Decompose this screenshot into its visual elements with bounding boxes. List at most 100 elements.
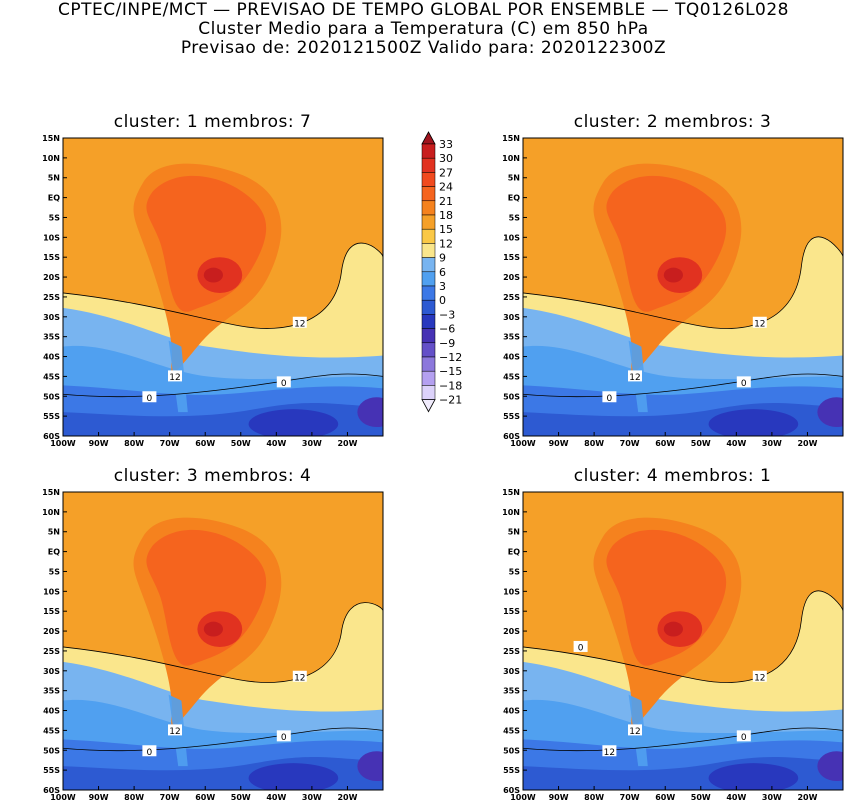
lon-tick-label: 20W bbox=[337, 793, 357, 801]
colorbar-level-label: −15 bbox=[439, 365, 462, 378]
lat-tick-label: 5N bbox=[508, 174, 520, 183]
contour-lines bbox=[522, 590, 844, 752]
map-plot-area: 12 12 0 0 15N 10N 5N EQ 5S 10S 15S 20S 25S 30S 35S 40S 4… bbox=[42, 488, 384, 802]
lon-tick-label: 40W bbox=[726, 439, 746, 447]
lon-tick-label: 50W bbox=[691, 793, 711, 801]
contour-lines bbox=[62, 602, 384, 752]
lat-tick-label: 45S bbox=[503, 726, 520, 735]
lat-tick-label: 5N bbox=[48, 528, 60, 537]
contour-label: 0 bbox=[602, 391, 617, 404]
colorbar-level-label: 21 bbox=[439, 195, 453, 208]
lat-tick-label: 45S bbox=[43, 726, 60, 735]
lat-tick-label: 45S bbox=[503, 372, 520, 381]
lon-tick-label: 30W bbox=[302, 793, 322, 801]
svg-text:12: 12 bbox=[629, 373, 640, 383]
map-plot-area: 12 12 0 0 15N 10N 5N EQ 5S 10S 15S 20S 25S 30S 35S 40S 4… bbox=[42, 134, 384, 448]
lon-tick-label: 100W bbox=[50, 439, 76, 447]
colorbar-swatch bbox=[421, 172, 436, 187]
lon-tick-label: 80W bbox=[584, 793, 604, 801]
colorbar-level-label: 12 bbox=[439, 237, 453, 250]
lon-tick-label: 40W bbox=[266, 439, 286, 447]
colorbar-level-label: 33 bbox=[439, 138, 453, 151]
map-panel-cluster-1: cluster: 1 membros: 7 12 12 0 0 15N 10N 5N EQ 5S… bbox=[30, 112, 395, 448]
contour-label: 12 bbox=[602, 745, 617, 758]
map-frame bbox=[62, 491, 384, 791]
lat-tick-label: 10S bbox=[503, 587, 520, 596]
lat-tick-label: 50S bbox=[43, 746, 60, 755]
colorbar-swatch bbox=[421, 243, 436, 258]
lat-tick-label: 40S bbox=[43, 353, 60, 362]
lat-tick-label: 25S bbox=[503, 647, 520, 656]
colorbar-swatch bbox=[421, 200, 436, 216]
lat-tick-label: 25S bbox=[503, 293, 520, 302]
lon-tick-label: 20W bbox=[797, 439, 817, 447]
svg-text:12: 12 bbox=[294, 319, 305, 329]
svg-text:12: 12 bbox=[169, 373, 180, 383]
lat-tick-label: 20S bbox=[503, 627, 520, 636]
lat-tick-label: 55S bbox=[503, 412, 520, 421]
lon-tick-label: 80W bbox=[124, 793, 144, 801]
colorbar-level-label: −6 bbox=[439, 323, 455, 336]
lat-tick-label: 50S bbox=[43, 392, 60, 401]
contour-label: 0 bbox=[736, 730, 751, 743]
lon-tick-label: 30W bbox=[302, 439, 322, 447]
map-frame bbox=[522, 491, 844, 791]
lon-tick-label: 40W bbox=[266, 793, 286, 801]
lon-tick-label: 80W bbox=[124, 439, 144, 447]
lon-tick-label: 70W bbox=[160, 439, 180, 447]
contour-label: 12 bbox=[168, 724, 182, 737]
contour-label: 12 bbox=[752, 316, 767, 329]
temperature-map: 12 12 0 0 15N 10N 5N EQ 5S 10S 15S 20S 25S 30S 35S 40S 4… bbox=[42, 134, 384, 448]
lat-tick-label: 10N bbox=[502, 154, 520, 163]
lat-tick-label: 15N bbox=[502, 488, 520, 497]
lat-tick-label: 40S bbox=[43, 707, 60, 716]
lon-tick-label: 80W bbox=[584, 439, 604, 447]
lat-tick-label: 55S bbox=[43, 412, 60, 421]
lat-tick-label: 55S bbox=[503, 766, 520, 775]
contour-label: 12 bbox=[292, 316, 307, 329]
header-line-1: CPTEC/INPE/MCT — PREVISAO DE TEMPO GLOBA… bbox=[58, 0, 789, 20]
contour-label: 0 bbox=[573, 640, 588, 653]
lon-tick-label: 50W bbox=[691, 439, 711, 447]
contour-label: 0 bbox=[736, 376, 751, 389]
temperature-shading bbox=[63, 138, 383, 436]
lat-tick-label: 55S bbox=[43, 766, 60, 775]
lat-tick-label: 25S bbox=[43, 647, 60, 656]
panel-title: cluster: 1 membros: 7 bbox=[113, 112, 312, 132]
colorbar-level-label: 24 bbox=[439, 181, 453, 194]
colorbar-swatch bbox=[421, 214, 436, 230]
header-line-2: Cluster Medio para a Temperatura (C) em … bbox=[198, 19, 649, 39]
lat-tick-label: 30S bbox=[503, 667, 520, 676]
lat-tick-label: 15S bbox=[43, 607, 60, 616]
lon-tick-label: 90W bbox=[89, 439, 109, 447]
svg-text:0: 0 bbox=[147, 394, 153, 404]
temperature-map: 12 12 12 0 0 15N 10N 5N EQ 5S 10S 15S 20S 25S 30S 35S 40… bbox=[502, 488, 844, 802]
svg-text:0: 0 bbox=[147, 748, 153, 758]
colorbar-swatch bbox=[421, 143, 436, 159]
contour-label: 12 bbox=[628, 370, 642, 383]
lat-tick-label: 20S bbox=[43, 627, 60, 636]
lon-tick-label: 90W bbox=[89, 793, 109, 801]
lat-tick-label: EQ bbox=[48, 194, 60, 203]
contour-lines bbox=[522, 236, 844, 398]
lon-tick-label: 100W bbox=[50, 793, 76, 801]
lat-tick-label: 15N bbox=[42, 134, 60, 143]
lon-tick-label: 40W bbox=[726, 793, 746, 801]
colorbar-level-label: −12 bbox=[439, 351, 462, 364]
lat-tick-label: 15N bbox=[502, 134, 520, 143]
lat-tick-label: 10N bbox=[42, 508, 60, 517]
colorbar-swatch bbox=[421, 370, 436, 386]
map-panel-cluster-3: cluster: 3 membros: 4 12 12 0 0 15N 10N 5N EQ 5S… bbox=[30, 466, 395, 802]
colorbar-swatch bbox=[421, 271, 436, 287]
lon-tick-label: 20W bbox=[797, 793, 817, 801]
colorbar-swatch bbox=[421, 186, 436, 202]
colorbar-bottom-arrow bbox=[421, 399, 436, 413]
map-plot-area: 12 12 0 0 15N 10N 5N EQ 5S 10S 15S 20S 25S 30S 35S 40S 4… bbox=[502, 134, 844, 448]
colorbar-level-label: 0 bbox=[439, 294, 446, 307]
lat-tick-label: 30S bbox=[43, 667, 60, 676]
lat-tick-label: 35S bbox=[43, 687, 60, 696]
svg-text:0: 0 bbox=[578, 643, 584, 653]
colorbar-level-label: 15 bbox=[439, 223, 453, 236]
map-panel-cluster-2: cluster: 2 membros: 3 12 12 0 0 15N 10N 5N EQ 5S… bbox=[490, 112, 847, 448]
lat-tick-label: 60S bbox=[43, 432, 60, 441]
